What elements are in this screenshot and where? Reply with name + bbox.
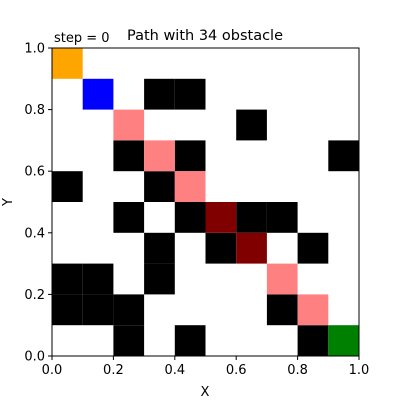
obstacle-cell	[52, 263, 83, 295]
obstacle-cell	[328, 140, 359, 172]
obstacle-cell	[144, 78, 175, 110]
obstacle-cell	[82, 294, 114, 326]
obstacle-cell	[144, 171, 175, 202]
x-axis-ticks: 0.0 0.2 0.4 0.6 0.8 1.0	[42, 356, 370, 378]
obstacle-cell	[236, 109, 267, 141]
x-tick-label: 0.6	[226, 363, 247, 378]
y-axis-ticks: 0.0 0.2 0.4 0.6 0.8 1.0	[24, 42, 52, 365]
path-cell	[113, 109, 145, 141]
obstacle-cell	[266, 294, 298, 326]
y-tick-label: 0.0	[24, 350, 45, 365]
axes-frame	[51, 47, 360, 357]
y-tick-label: 1.0	[24, 42, 45, 57]
path-cell	[297, 294, 329, 326]
path-cell	[266, 263, 298, 295]
x-tick-label: 0.4	[164, 363, 185, 378]
step-label: step = 0	[54, 31, 110, 46]
path-cell-dark	[236, 232, 267, 264]
obstacle-cell	[52, 294, 83, 326]
x-tick-label: 0.8	[287, 363, 308, 378]
path-cell-dark	[205, 202, 237, 233]
x-tick-label: 0.0	[42, 363, 63, 378]
obstacle-cell	[174, 78, 206, 110]
x-tick-label: 0.2	[103, 363, 124, 378]
obstacle-cell	[174, 325, 206, 356]
obstacle-cell	[205, 232, 237, 264]
current-position-cell	[82, 78, 114, 110]
x-tick-label: 1.0	[349, 363, 370, 378]
start-cell	[52, 48, 83, 79]
path-cell	[174, 171, 206, 202]
obstacle-cell	[144, 263, 175, 295]
y-axis-label: Y	[1, 198, 16, 207]
y-tick-label: 0.4	[24, 226, 45, 241]
obstacle-cell	[174, 140, 206, 172]
obstacle-cell	[113, 202, 145, 233]
obstacle-cell	[144, 232, 175, 264]
y-tick-label: 0.8	[24, 103, 45, 118]
y-tick-label: 0.2	[24, 288, 45, 303]
x-axis-label: X	[201, 385, 210, 400]
obstacle-cell	[297, 232, 329, 264]
chart-title: Path with 34 obstacle	[127, 28, 283, 44]
obstacle-cell	[266, 202, 298, 233]
obstacle-cell	[82, 263, 114, 295]
obstacle-cell	[113, 294, 145, 326]
obstacle-cell	[297, 325, 329, 356]
path-cell	[144, 140, 175, 172]
y-tick-label: 0.6	[24, 165, 45, 180]
obstacle-cell	[174, 202, 206, 233]
goal-cell	[328, 325, 359, 356]
obstacle-cell	[113, 325, 145, 356]
obstacle-cell	[113, 140, 145, 172]
grid-cells	[52, 48, 359, 356]
obstacle-cell	[52, 171, 83, 202]
obstacle-cell	[236, 202, 267, 233]
